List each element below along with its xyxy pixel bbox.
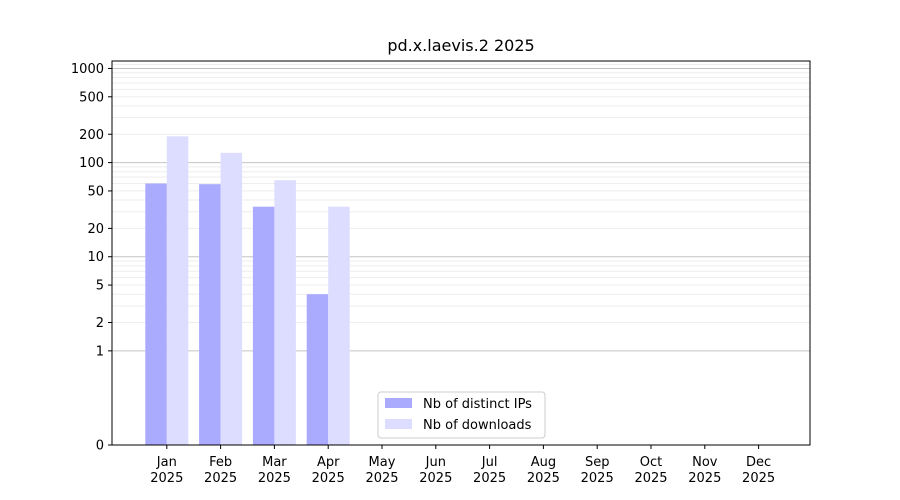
x-tick-label-year-aug: 2025 — [527, 471, 560, 486]
y-axis: 0 1 2 5 10 20 50 100 200 500 1000 — [71, 62, 112, 454]
x-tick-label-year-feb: 2025 — [204, 471, 237, 486]
x-tick-label-year-jul: 2025 — [473, 471, 506, 486]
y-tick-label-1: 1 — [96, 344, 104, 359]
x-tick-label-month-apr: Apr — [317, 455, 340, 470]
bar-ips-mar — [252, 206, 275, 445]
y-tick-label-10: 10 — [87, 250, 104, 265]
x-tick-label-month-nov: Nov — [692, 455, 718, 470]
x-tick-label-month-oct: Oct — [640, 455, 662, 470]
x-tick-label-year-may: 2025 — [365, 471, 398, 486]
y-tick-label-1000: 1000 — [71, 62, 104, 77]
legend-swatch-ips — [385, 398, 412, 408]
y-tick-label-100: 100 — [79, 156, 104, 171]
y-tick-label-20: 20 — [87, 222, 104, 237]
x-tick-label-month-jan: Jan — [156, 455, 177, 470]
x-axis: Jan2025Feb2025Mar2025Apr2025May2025Jun20… — [150, 445, 775, 486]
x-tick-label-month-jun: Jun — [425, 455, 446, 470]
bar-downloads-jan — [166, 136, 189, 445]
y-tick-label-50: 50 — [87, 184, 104, 199]
legend: Nb of distinct IPs Nb of downloads — [377, 391, 546, 439]
chart-title: pd.x.laevis.2 2025 — [387, 36, 534, 55]
bar-downloads-apr — [328, 206, 350, 445]
y-tick-label-500: 500 — [79, 90, 104, 105]
y-tick-label-0: 0 — [96, 439, 104, 454]
legend-swatch-downloads — [385, 419, 412, 429]
plot-area-frame — [111, 60, 811, 446]
x-tick-label-year-apr: 2025 — [312, 471, 345, 486]
y-tick-label-200: 200 — [79, 128, 104, 143]
x-tick-label-month-dec: Dec — [746, 455, 771, 470]
x-tick-label-year-mar: 2025 — [258, 471, 291, 486]
x-tick-label-year-oct: 2025 — [634, 471, 667, 486]
x-tick-label-year-dec: 2025 — [742, 471, 775, 486]
x-tick-label-month-feb: Feb — [209, 455, 232, 470]
bar-downloads-mar — [274, 180, 296, 445]
y-tick-label-2: 2 — [96, 316, 104, 331]
x-tick-label-year-jun: 2025 — [419, 471, 452, 486]
bar-downloads-feb — [220, 152, 243, 445]
x-tick-label-month-aug: Aug — [531, 455, 556, 470]
x-tick-label-year-jan: 2025 — [150, 471, 183, 486]
legend-label-downloads: Nb of downloads — [423, 418, 532, 433]
x-tick-label-month-mar: Mar — [262, 455, 287, 470]
x-tick-label-year-sep: 2025 — [581, 471, 614, 486]
bar-ips-apr — [306, 294, 329, 445]
x-tick-label-year-nov: 2025 — [688, 471, 721, 486]
legend-label-ips: Nb of distinct IPs — [423, 397, 532, 412]
legend-box — [377, 391, 546, 439]
y-tick-label-5: 5 — [96, 279, 104, 294]
x-tick-label-month-jul: Jul — [481, 455, 498, 470]
x-tick-label-month-sep: Sep — [585, 455, 610, 470]
bars — [145, 136, 350, 445]
bar-ips-jan — [145, 183, 167, 445]
x-tick-label-month-may: May — [369, 455, 396, 470]
bar-ips-feb — [199, 184, 221, 445]
